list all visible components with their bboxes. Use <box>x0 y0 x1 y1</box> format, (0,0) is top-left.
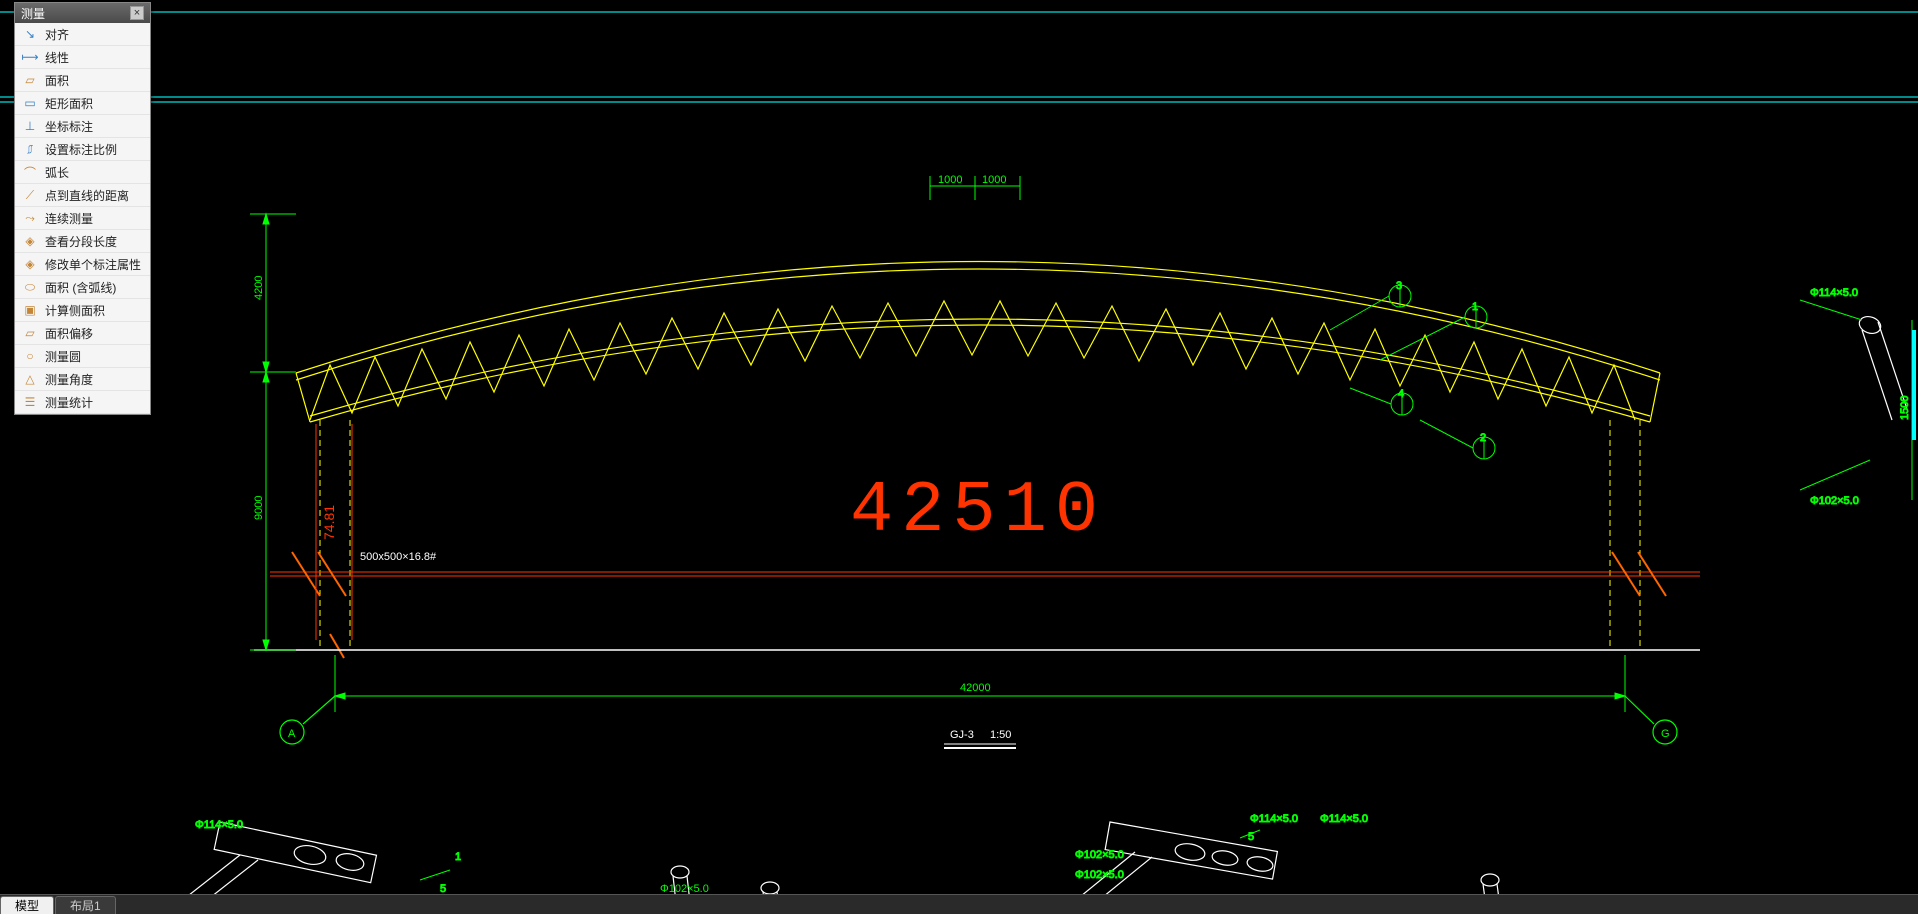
tool-item[interactable]: ▱ 面积 <box>15 69 150 92</box>
tool-label: 弧长 <box>45 164 69 181</box>
tool-icon: △ <box>21 371 39 387</box>
left-dim-2: 9000 <box>253 496 265 520</box>
tool-item[interactable]: ☰ 测量统计 <box>15 391 150 414</box>
tool-label: 测量统计 <box>45 394 93 411</box>
tool-label: 对齐 <box>45 26 69 43</box>
tool-label: 矩形面积 <box>45 95 93 112</box>
top-dim-1: 1000 <box>938 174 962 186</box>
tool-label: 面积偏移 <box>45 325 93 342</box>
panel-title: 测量 <box>21 5 45 22</box>
tool-icon: ⬭ <box>21 279 39 295</box>
close-icon[interactable]: × <box>130 6 144 20</box>
span-dim: 42000 <box>960 682 991 694</box>
tool-item[interactable]: ⌒ 弧长 <box>15 161 150 184</box>
tool-icon: ▱ <box>21 325 39 341</box>
tool-label: 面积 (含弧线) <box>45 279 116 296</box>
left-dim-1: 4200 <box>253 276 265 300</box>
section-scale: 1:50 <box>990 729 1011 741</box>
tool-icon: ▭ <box>21 95 39 111</box>
tool-label: 查看分段长度 <box>45 233 117 250</box>
tool-label: 点到直线的距离 <box>45 187 129 204</box>
tool-icon: ⤳ <box>21 210 39 226</box>
layout-tab[interactable]: 模型 <box>0 896 54 914</box>
tool-item[interactable]: ⟋ 点到直线的距离 <box>15 184 150 207</box>
tool-label: 测量圆 <box>45 348 81 365</box>
tool-icon: ⌒ <box>21 164 39 180</box>
tool-icon: ☰ <box>21 394 39 410</box>
tool-item[interactable]: ▱ 面积偏移 <box>15 322 150 345</box>
tool-item[interactable]: ▭ 矩形面积 <box>15 92 150 115</box>
cad-canvas[interactable]: 42510 42000 A G GJ-3 1:50 1000 1000 <box>0 0 1918 914</box>
tool-icon: ↘ <box>21 26 39 42</box>
tool-list: ↘ 对齐 ⟼ 线性 ▱ 面积 ▭ 矩形面积 ⊥ 坐标标注 ⎎ 设置标注比例 ⌒ 弧长 ⟋ 点到直线的距离 ⤳ 连续… <box>15 23 150 414</box>
svg-text:1: 1 <box>455 851 461 863</box>
svg-text:Φ114×5.0: Φ114×5.0 <box>195 819 243 831</box>
tool-label: 测量角度 <box>45 371 93 388</box>
grid-a: A <box>288 728 296 740</box>
tool-icon: ⎎ <box>21 141 39 157</box>
top-dim-2: 1000 <box>982 174 1006 186</box>
detail-pipe1: Φ114×5.0 <box>1810 287 1858 299</box>
tool-icon: ▱ <box>21 72 39 88</box>
svg-text:1: 1 <box>1472 301 1478 313</box>
tool-label: 连续测量 <box>45 210 93 227</box>
layout-tab[interactable]: 布局1 <box>55 896 116 914</box>
tool-icon: ○ <box>21 348 39 364</box>
layout-tabs: 模型布局1 <box>0 894 1918 914</box>
tool-icon: ◈ <box>21 256 39 272</box>
grid-g: G <box>1661 728 1670 740</box>
tool-label: 面积 <box>45 72 69 89</box>
detail-pipe2: Φ102×5.0 <box>1810 495 1859 507</box>
svg-text:4: 4 <box>1398 388 1404 400</box>
tool-item[interactable]: ⬭ 面积 (含弧线) <box>15 276 150 299</box>
svg-text:Φ114×5.0: Φ114×5.0 <box>1250 813 1298 825</box>
tool-icon: ⟼ <box>21 49 39 65</box>
tool-icon: ▣ <box>21 302 39 318</box>
tool-item[interactable]: ⎎ 设置标注比例 <box>15 138 150 161</box>
tool-item[interactable]: ↘ 对齐 <box>15 23 150 46</box>
tool-label: 设置标注比例 <box>45 141 117 158</box>
tool-item[interactable]: ⟼ 线性 <box>15 46 150 69</box>
tool-item[interactable]: ○ 测量圆 <box>15 345 150 368</box>
diag-dim: 74.81 <box>321 505 337 540</box>
tool-item[interactable]: ◈ 查看分段长度 <box>15 230 150 253</box>
section-label: GJ-3 <box>950 729 974 741</box>
measure-panel: 测量 × ↘ 对齐 ⟼ 线性 ▱ 面积 ▭ 矩形面积 ⊥ 坐标标注 ⎎ 设置标注比例 ⌒ 弧长 ⟋ 点到直线的… <box>14 2 151 415</box>
tool-icon: ⟋ <box>21 187 39 203</box>
svg-text:2: 2 <box>1480 432 1486 444</box>
beam-note: 500x500×16.8# <box>360 551 437 563</box>
svg-text:Φ102×5.0: Φ102×5.0 <box>1075 849 1124 861</box>
tool-item[interactable]: ▣ 计算侧面积 <box>15 299 150 322</box>
svg-text:Φ102×5.0: Φ102×5.0 <box>1075 869 1124 881</box>
svg-text:Φ114×5.0: Φ114×5.0 <box>1320 813 1368 825</box>
main-dimension: 42510 <box>850 470 1106 552</box>
tool-label: 坐标标注 <box>45 118 93 135</box>
tool-item[interactable]: ⤳ 连续测量 <box>15 207 150 230</box>
tool-item[interactable]: ⊥ 坐标标注 <box>15 115 150 138</box>
tool-item[interactable]: △ 测量角度 <box>15 368 150 391</box>
panel-header[interactable]: 测量 × <box>15 3 150 23</box>
tool-icon: ⊥ <box>21 118 39 134</box>
tool-icon: ◈ <box>21 233 39 249</box>
tool-label: 计算侧面积 <box>45 302 105 319</box>
tool-item[interactable]: ◈ 修改单个标注属性 <box>15 253 150 276</box>
right-vdim: 1500 <box>1899 396 1911 420</box>
tool-label: 线性 <box>45 49 69 66</box>
tool-label: 修改单个标注属性 <box>45 256 141 273</box>
svg-text:3: 3 <box>1396 280 1402 292</box>
